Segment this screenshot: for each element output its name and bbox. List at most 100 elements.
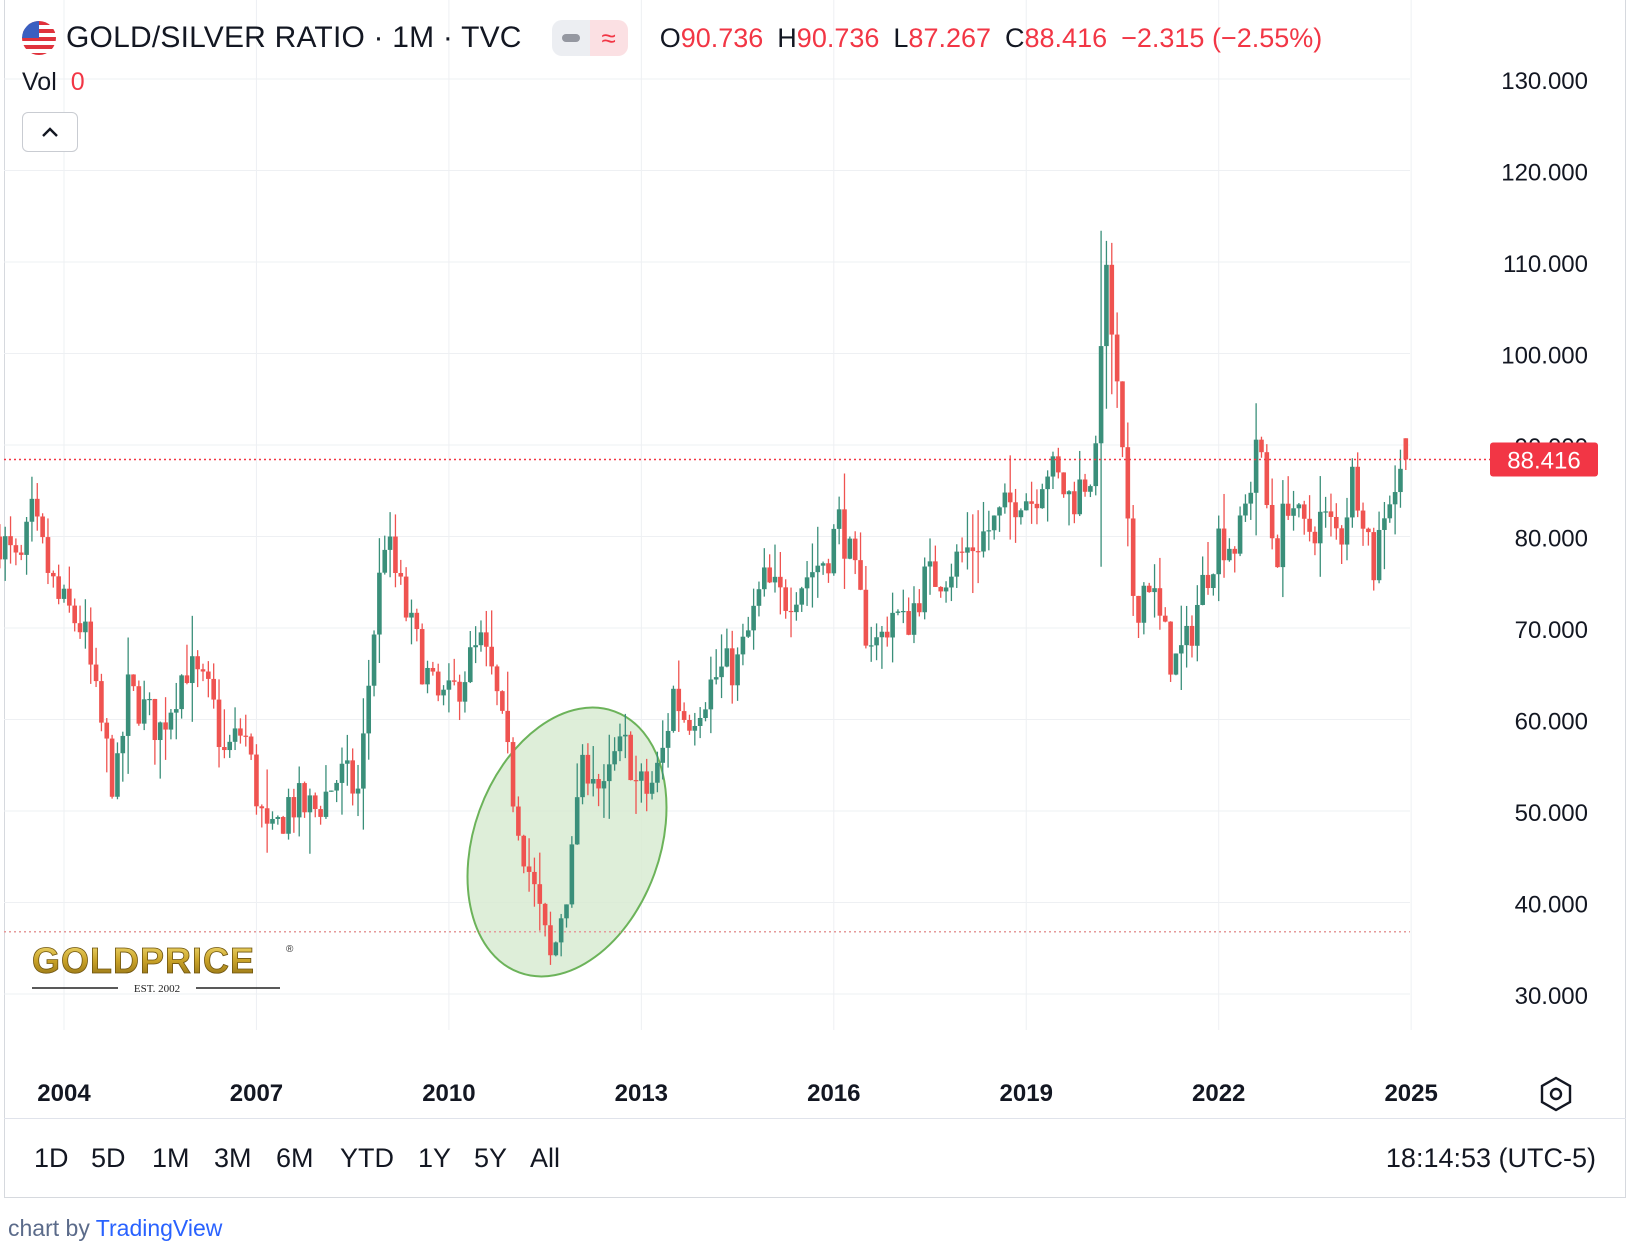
- candle-body: [1056, 456, 1061, 473]
- candle-body: [772, 576, 778, 583]
- x-tick-label: 2004: [37, 1080, 91, 1107]
- candle-body: [1275, 538, 1280, 568]
- candle-body: [842, 509, 847, 559]
- candle-body: [1007, 492, 1013, 503]
- candle-body: [1013, 502, 1018, 518]
- candle-body: [1280, 503, 1286, 568]
- chevron-up-icon: [42, 127, 58, 137]
- attribution-link[interactable]: TradingView: [95, 1215, 223, 1241]
- candle-body: [1376, 529, 1382, 581]
- candle-body: [1232, 548, 1238, 554]
- candle-body: [1403, 438, 1409, 460]
- candle-body: [1200, 574, 1205, 605]
- candle-body: [1072, 491, 1077, 515]
- candle-body: [371, 634, 377, 686]
- change-value: −2.315 (−2.55%): [1121, 22, 1323, 53]
- candle-body: [1157, 588, 1163, 616]
- candle-body: [211, 678, 216, 700]
- candle-body: [77, 623, 83, 633]
- candle-body: [0, 536, 3, 560]
- range-1y-button[interactable]: 1Y: [418, 1143, 452, 1173]
- candle-body: [1328, 511, 1334, 517]
- candle-body: [927, 561, 933, 567]
- range-6m-button[interactable]: 6M: [276, 1143, 314, 1173]
- range-3m-button[interactable]: 3M: [214, 1143, 252, 1173]
- candle-body: [954, 551, 960, 577]
- candle-body: [1082, 479, 1088, 492]
- candle-body: [1039, 489, 1045, 509]
- clock-timezone[interactable]: 18:14:53 (UTC-5): [1385, 1143, 1596, 1173]
- range-all-button[interactable]: All: [530, 1143, 561, 1173]
- candle-body: [836, 509, 842, 529]
- candle-body: [965, 547, 970, 553]
- candle-body: [1301, 504, 1307, 519]
- candle-body: [1269, 504, 1275, 539]
- candle-body: [1066, 491, 1072, 495]
- range-1d-button[interactable]: 1D: [34, 1143, 69, 1173]
- candle-body: [697, 717, 703, 726]
- candle-body: [831, 528, 837, 574]
- price-chart[interactable]: 30.00040.00050.00060.00070.00080.00090.0…: [0, 0, 1628, 1118]
- candle-body: [1334, 516, 1339, 529]
- candle-body: [580, 754, 585, 798]
- candle-body: [713, 677, 719, 680]
- candle-body: [280, 817, 286, 834]
- range-5d-button[interactable]: 5D: [91, 1143, 126, 1173]
- candle-body: [2, 536, 8, 560]
- candle-body: [409, 612, 414, 618]
- range-1m-button[interactable]: 1M: [152, 1143, 190, 1173]
- candle-body: [1114, 334, 1120, 382]
- collapse-legend-button[interactable]: [22, 112, 78, 152]
- symbol-title[interactable]: GOLD/SILVER RATIO · 1M · TVC: [66, 21, 522, 54]
- settings-icon[interactable]: [1536, 1074, 1576, 1114]
- range-ytd-button[interactable]: YTD: [340, 1143, 394, 1173]
- candle-body: [232, 728, 238, 742]
- x-tick-label: 2019: [1000, 1080, 1053, 1107]
- approx-icon[interactable]: ≈: [589, 20, 628, 56]
- candle-body: [1162, 615, 1168, 622]
- candle-body: [259, 806, 265, 809]
- candle-body: [1211, 574, 1216, 589]
- candle-body: [350, 760, 355, 794]
- candle-body: [633, 780, 639, 782]
- candle-body: [708, 679, 714, 710]
- candle-body: [804, 577, 810, 589]
- candle-body: [484, 632, 489, 647]
- candle-body: [323, 791, 329, 817]
- goldprice-logo: GOLDPRICE ® EST. 2002: [30, 938, 300, 998]
- minus-icon[interactable]: [551, 20, 590, 56]
- candle-body: [147, 698, 152, 701]
- candle-body: [1350, 466, 1355, 518]
- candle-body: [959, 551, 965, 553]
- volume-legend: Vol 0: [22, 68, 85, 97]
- candle-body: [735, 654, 740, 686]
- candle-body: [393, 536, 398, 573]
- candle-body: [419, 629, 425, 685]
- attribution[interactable]: chart by TradingView: [8, 1215, 222, 1242]
- svg-text:®: ®: [286, 944, 294, 955]
- candle-body: [815, 565, 821, 573]
- candle-body: [510, 742, 516, 807]
- high-value: 90.736: [796, 22, 880, 53]
- candle-body: [302, 783, 307, 813]
- candle-body: [810, 572, 815, 578]
- candle-body: [740, 636, 746, 655]
- candle-body: [569, 844, 575, 905]
- chart-mode-toggle[interactable]: ≈: [551, 20, 628, 56]
- candle-body: [382, 549, 388, 573]
- candle-body: [596, 779, 601, 789]
- candle-body: [366, 685, 372, 734]
- candle-body: [1173, 653, 1179, 675]
- candle-body: [1382, 518, 1387, 530]
- candle-body: [173, 709, 179, 713]
- range-toolbar: 1D 5D 1M 3M 6M YTD 1Y 5Y All 18:14:53 (U…: [4, 1118, 1626, 1198]
- candle-body: [339, 763, 345, 783]
- candle-body: [18, 552, 24, 555]
- range-5y-button[interactable]: 5Y: [474, 1143, 508, 1173]
- candle-body: [190, 656, 195, 684]
- y-tick-label: 130.000: [1501, 68, 1588, 95]
- open-value: 90.736: [680, 22, 764, 53]
- candle-body: [152, 698, 158, 741]
- candle-body: [858, 560, 863, 590]
- candle-body: [195, 656, 200, 670]
